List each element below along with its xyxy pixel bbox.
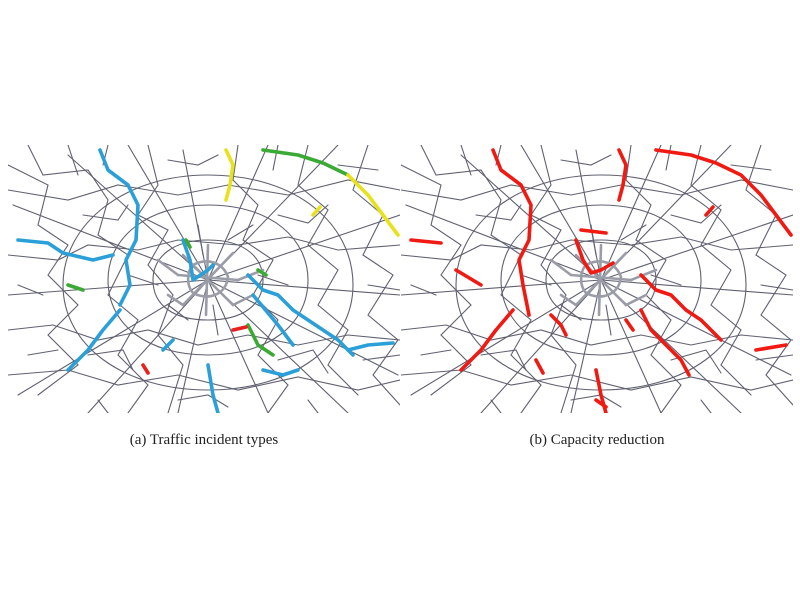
map-panel-capacity-reduction <box>401 145 793 413</box>
incident-green-segments <box>66 148 350 357</box>
incident-red-segments <box>141 325 248 375</box>
caption-capacity-reduction: (b) Capacity reduction <box>529 432 665 448</box>
road-network-map-a <box>8 145 400 413</box>
figure: (a) Traffic incident types (b) Capacity … <box>0 145 800 460</box>
caption-traffic-incident-types: (a) Traffic incident types <box>129 432 279 448</box>
road-network <box>401 145 793 413</box>
road-network <box>8 145 400 413</box>
map-panel-traffic-incident-types <box>8 145 400 413</box>
capacity-reduction-segments <box>409 148 793 413</box>
incident-blue-segments <box>16 148 395 413</box>
incident-yellow-segments <box>224 148 400 237</box>
road-network-map-b <box>401 145 793 413</box>
